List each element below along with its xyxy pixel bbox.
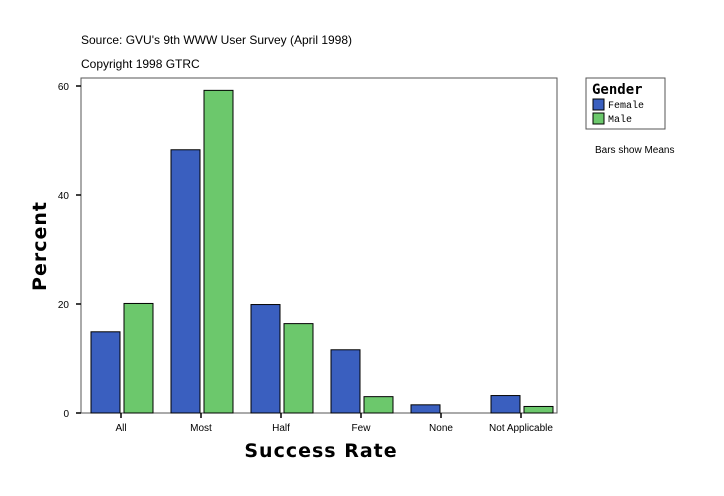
legend-swatch-male [592,112,605,125]
bar-male-not-applicable [523,405,554,414]
y-axis-label: Percent [29,201,51,291]
y-tick-label: 40 [58,191,70,202]
plot-frame [80,77,558,414]
chart-subtitle: Copyright 1998 GTRC [81,57,200,71]
bars [90,89,554,414]
y-tick-label: 0 [63,409,69,420]
bar-female-all [90,331,121,414]
bar-female-none [410,404,441,414]
bars-show-means-note: Bars show Means [595,145,674,156]
bar-female-half [250,304,281,414]
x-tick-label: All [115,423,126,434]
x-tick-label: None [429,423,453,434]
bar-male-all [123,302,154,414]
bar-female-most [170,149,201,414]
bar-male-most [203,89,234,414]
bar-female-not-applicable [490,395,521,414]
x-tick-label: Most [190,423,212,434]
legend-label-male: Male [608,114,632,126]
bar-female-few [330,349,361,414]
x-tick-label: Half [272,423,290,434]
bar-male-half [283,323,314,414]
y-axis: 0 20 40 60 [58,82,81,420]
legend-label-female: Female [608,100,644,112]
y-tick-label: 20 [58,300,70,311]
bar-male-few [363,396,394,414]
x-axis-label: Success Rate [244,440,397,462]
y-tick-label: 60 [58,82,70,93]
x-tick-label: Not Applicable [489,423,553,434]
x-tick-label: Few [352,423,372,434]
legend: Gender Female Male [585,77,666,130]
x-axis: All Most Half Few None Not Applicable [115,413,553,434]
chart-title: Source: GVU's 9th WWW User Survey (April… [81,33,352,47]
legend-title: Gender [592,82,643,98]
legend-swatch-female [592,98,605,111]
